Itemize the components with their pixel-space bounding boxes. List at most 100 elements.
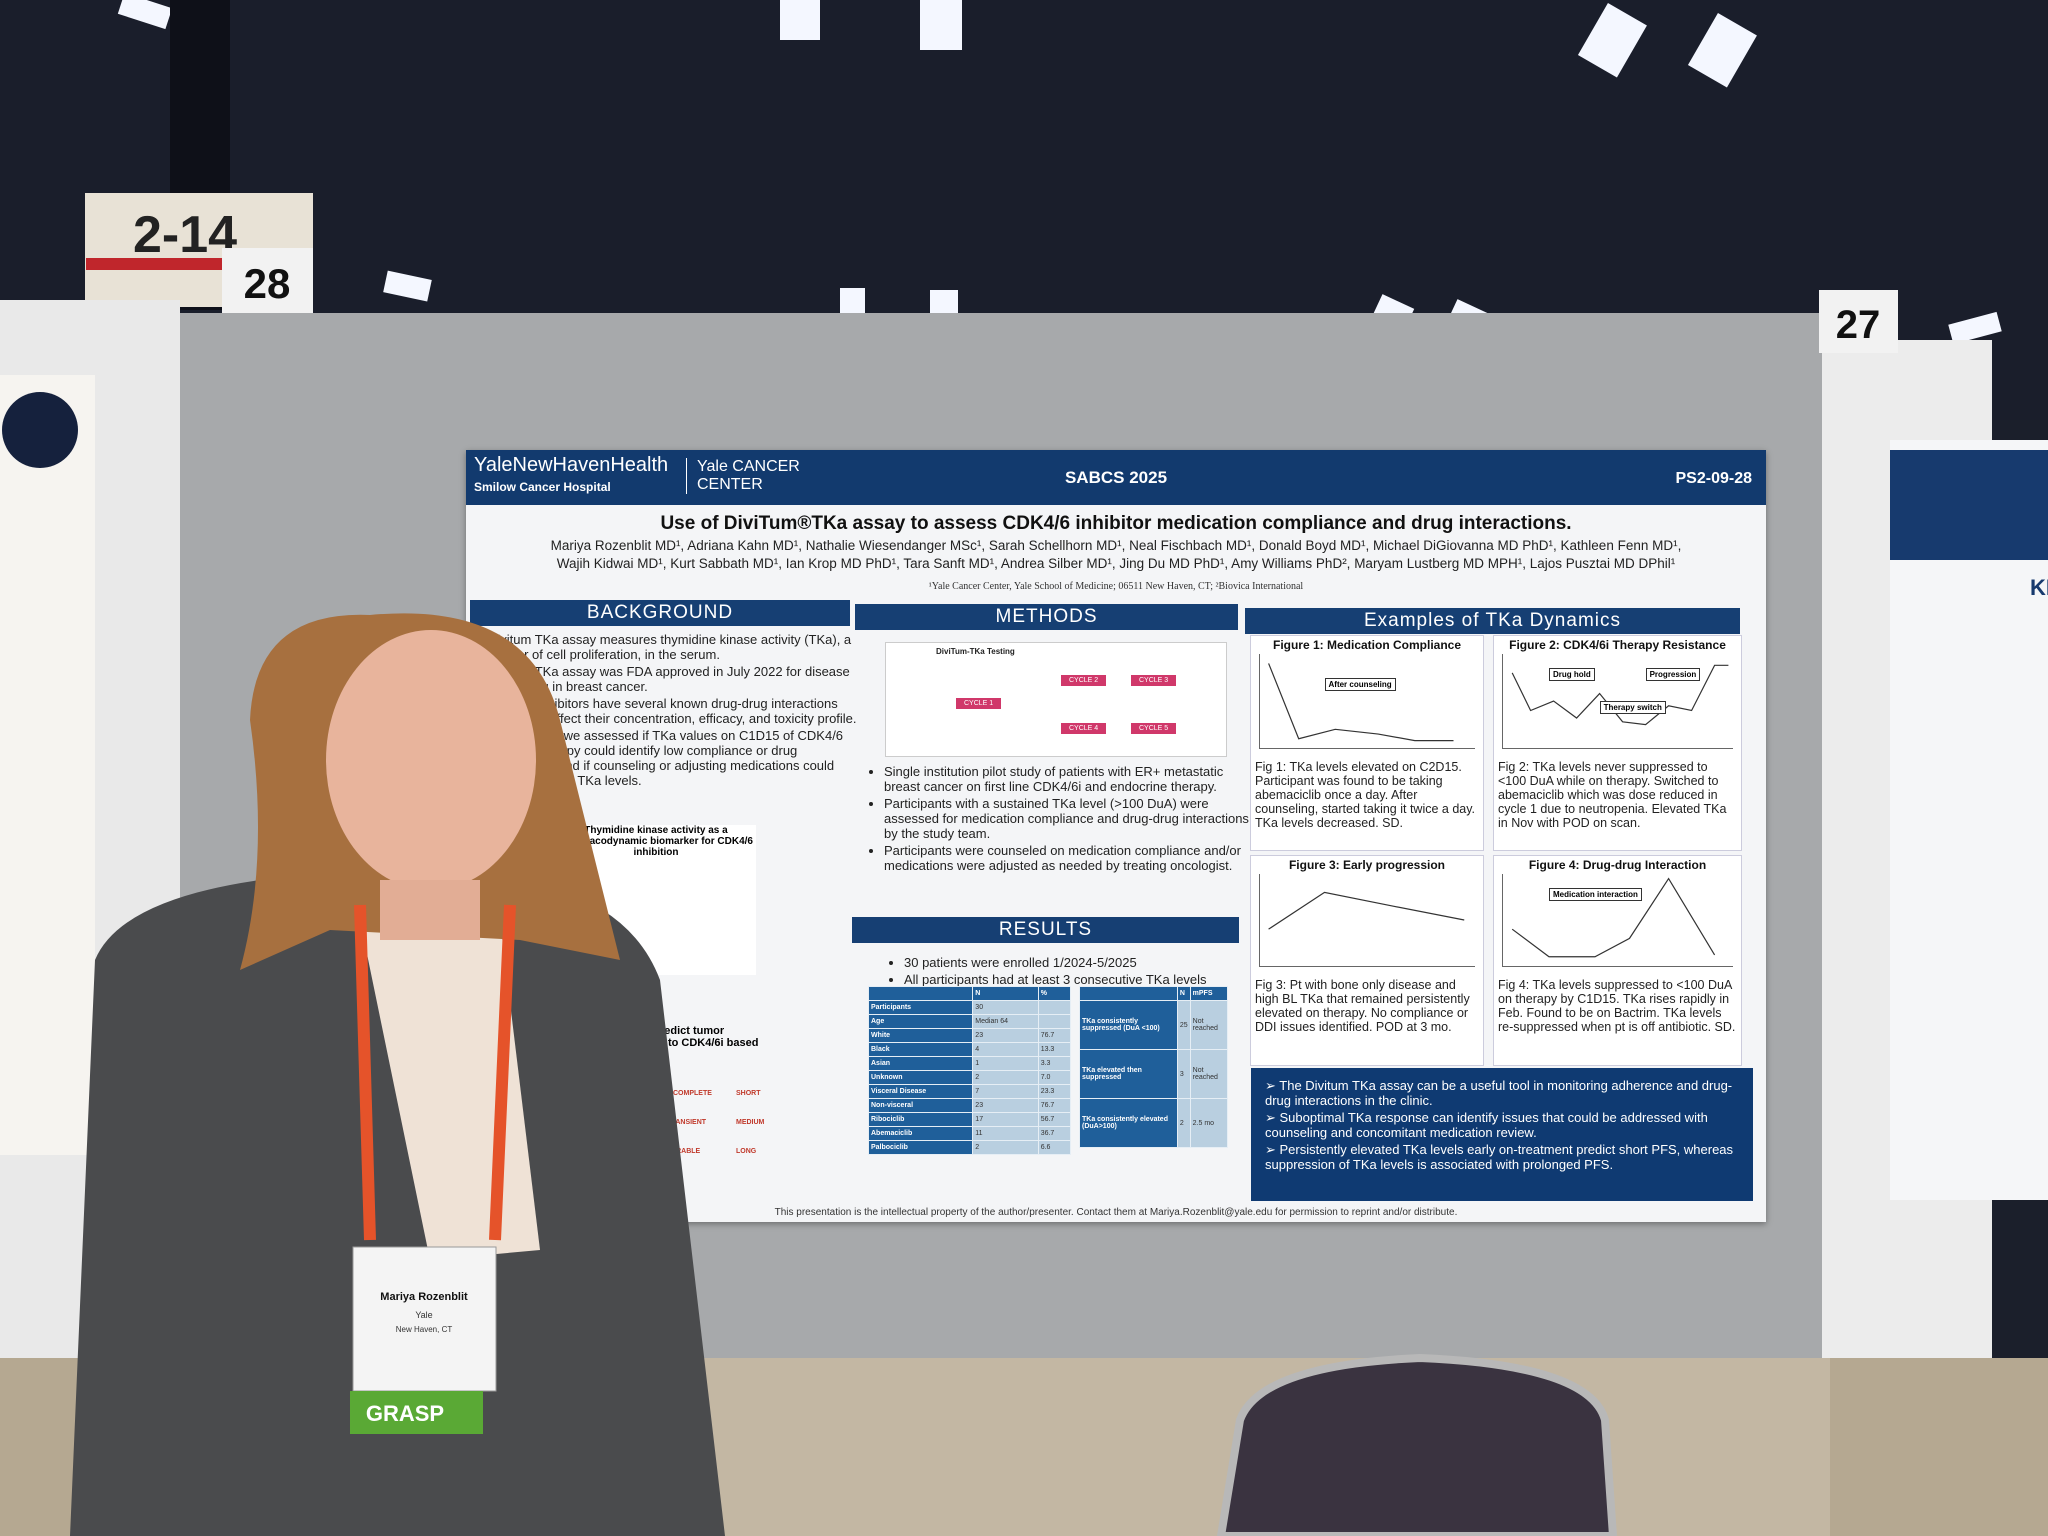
- affiliations: ¹Yale Cancer Center, Yale School of Medi…: [928, 581, 1304, 592]
- table-row: Abemaciclib 11 36.7: [867, 1126, 1072, 1141]
- response-label: INCOMPLETE: [666, 1090, 712, 1097]
- table-cell: 2: [972, 1140, 1039, 1155]
- plot: Medication interaction: [1502, 874, 1733, 967]
- table-cell: Unknown: [867, 1070, 974, 1085]
- trend-line: [1269, 663, 1454, 740]
- annotation: Progression: [1645, 668, 1701, 682]
- table-cell: TKa consistently suppressed (DuA <100): [1079, 1000, 1178, 1050]
- figure-title: Thymidine kinase activity as a pharmacod…: [559, 825, 753, 858]
- table-row: TKa consistently elevated (DuA>100) 2 2.5 …: [1079, 1098, 1229, 1148]
- table-cell: 2: [1176, 1098, 1191, 1148]
- plot: Drug hold Progression Therapy switch: [1502, 654, 1733, 750]
- booth-number-left: 28: [244, 260, 291, 307]
- annotation: Drug hold: [1549, 668, 1595, 682]
- lanyard: [354, 904, 516, 1241]
- sponsor-name: GRASP: [366, 1401, 444, 1426]
- table-cell: Non-visceral: [867, 1098, 974, 1113]
- table-cell: 3.3: [1037, 1056, 1072, 1071]
- table-row: Visceral Disease 7 23.3: [867, 1084, 1072, 1099]
- table-row: Palbociclib 2 6.6: [867, 1140, 1072, 1155]
- table-row: Unknown 2 7.0: [867, 1070, 1072, 1085]
- booth-sign-left: [222, 248, 313, 313]
- plot-svg: [1503, 654, 1733, 748]
- bullet: The Divitum TKa assay can be a useful to…: [1265, 1078, 1739, 1108]
- example-figure: Figure 4: Drug-drug Interaction Medicatio…: [1493, 855, 1742, 1066]
- results-list: 30 patients were enrolled 1/2024-5/2025 A…: [886, 955, 1264, 989]
- sponsor-tag: [350, 1391, 483, 1434]
- figure-caption: Fig 3: Pt with bone only disease and hig…: [1255, 977, 1470, 1034]
- bullet: 30 patients were enrolled 1/2024-5/2025: [904, 955, 1264, 970]
- conclusions-list: The Divitum TKa assay can be a useful to…: [1251, 1068, 1753, 1184]
- blazer: [70, 880, 725, 1536]
- table-row: Asian 1 3.3: [867, 1056, 1072, 1071]
- bullet: Participants were counseled on medicatio…: [884, 843, 1254, 873]
- header-cell: %: [1037, 986, 1072, 1001]
- extinguisher-strip: [86, 258, 226, 270]
- response-label: DURABLE: [666, 1148, 701, 1155]
- diagram-title: DiviTum-TKa Testing: [936, 647, 1015, 656]
- table-cell: 23.3: [1037, 1084, 1072, 1099]
- table-cell: 36.7: [1037, 1126, 1072, 1141]
- table-cell: Palbociclib: [867, 1140, 974, 1155]
- figure-caption: Fig 1: TKa levels elevated on C2D15. Par…: [1255, 760, 1476, 831]
- neck: [380, 880, 480, 940]
- figure-caption: Fig 2: TKa levels never suppressed to <1…: [1498, 760, 1727, 831]
- section-heading: BACKGROUND: [470, 600, 850, 626]
- example-figure: Figure 3: Early progression Fig 3: Pt wit…: [1250, 855, 1484, 1066]
- author-line: Wajih Kidwai MD¹, Kurt Sabbath MD¹, Ian …: [556, 556, 1676, 571]
- bullet: Suboptimal TKa response can identify iss…: [1265, 1110, 1739, 1140]
- table-row: TKa elevated then suppressed 3 Not reached: [1079, 1049, 1229, 1099]
- author-line: Mariya Rozenblit MD¹, Adriana Kahn MD¹, …: [550, 538, 1682, 553]
- table-cell: 76.7: [1037, 1028, 1072, 1043]
- table-cell: Not reached: [1189, 1049, 1229, 1099]
- right-neighbor-poster: [1890, 440, 2048, 1200]
- bullet: Participants with a sustained TKa level …: [884, 796, 1254, 841]
- neighbor-heading: KEY: [2030, 575, 2048, 600]
- annotation: Medication interaction: [1549, 887, 1642, 901]
- chair: [1216, 1353, 1618, 1536]
- bullet: Single institution pilot study of patien…: [884, 764, 1254, 794]
- center-logo: Yale CANCER CENTER: [686, 458, 807, 494]
- table-cell: 23: [972, 1098, 1039, 1113]
- table-cell: 2.5 mo: [1189, 1098, 1229, 1148]
- table-header: N%: [867, 986, 1072, 1001]
- response-label: MEDIUM: [736, 1119, 765, 1126]
- bullet: All participants had at least 3 consecut…: [904, 972, 1264, 987]
- left-neighbor-poster: [0, 375, 95, 1155]
- badge-name: Mariya Rozenblit: [380, 1291, 468, 1303]
- bullet: Persistently elevated TKa levels early o…: [1265, 1142, 1739, 1172]
- poster: YaleNewHavenHealth Smilow Cancer Hospita…: [466, 450, 1766, 1222]
- table-cell: 56.7: [1037, 1112, 1072, 1127]
- table-cell: TKa elevated then suppressed: [1079, 1049, 1178, 1099]
- conclusions: The Divitum TKa assay can be a useful to…: [1251, 1068, 1753, 1201]
- cycle-box: CYCLE 1: [956, 698, 1002, 709]
- example-figure: Figure 1: Medication Compliance After cou…: [1250, 635, 1484, 851]
- cycle-box: CYCLE 2: [1061, 675, 1107, 686]
- authors: Mariya Rozenblit MD¹, Adriana Kahn MD¹, …: [476, 537, 1756, 573]
- cycle-box: CYCLE 4: [1061, 723, 1107, 734]
- plot-svg: [1260, 654, 1475, 748]
- trend-line: [1512, 879, 1714, 957]
- methods-diagram: DiviTum-TKa Testing CYCLE 1 CYCLE 2 CYCLE 3…: [885, 642, 1227, 757]
- trend-line: [1512, 665, 1728, 724]
- table-row: White 23 76.7: [867, 1028, 1072, 1043]
- booth-sign-right: [1819, 290, 1898, 353]
- response-grid: INCOMPLETE SHORT TRANSIENT MEDIUM DURABLE LON…: [666, 1090, 806, 1155]
- header-cell: [1079, 986, 1178, 1001]
- example-figure: Figure 2: CDK4/6i Therapy Resistance Drug…: [1493, 635, 1742, 851]
- face: [326, 630, 536, 890]
- uconn-seal: [2, 392, 78, 468]
- response-label: TRANSIENT: [666, 1119, 707, 1126]
- table-cell: Asian: [867, 1056, 974, 1071]
- table-cell: 7: [972, 1084, 1039, 1099]
- poster-id: PS2-09-28: [1675, 470, 1753, 487]
- table-cell: 2: [972, 1070, 1039, 1085]
- table-row: TKa consistently suppressed (DuA <100) 25…: [1079, 1000, 1229, 1050]
- booth-number-right: 27: [1836, 303, 1881, 347]
